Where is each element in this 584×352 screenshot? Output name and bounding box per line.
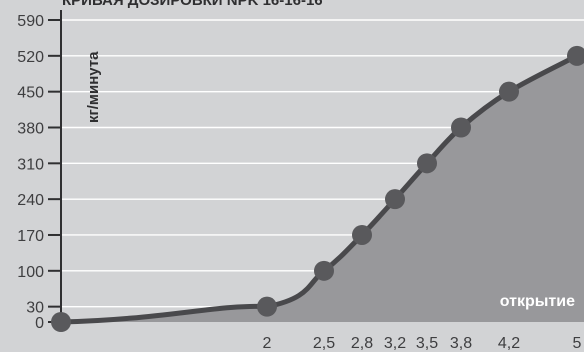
y-tick-label: 380: [17, 120, 44, 137]
x-tick-label: 4,2: [498, 335, 520, 352]
y-tick-label: 100: [17, 264, 44, 281]
data-point: [417, 153, 437, 174]
chart-title: КРИВАЯ ДОЗИРОВКИ NPK 16-16-16: [62, 0, 323, 9]
y-axis: 590 520 450 380 310 240 170 100 300: [17, 13, 61, 332]
x-axis: 2 2,5 2,8 3,2 3,5 3,8 4,2 5: [263, 335, 582, 352]
x-tick-label: 3,8: [450, 335, 472, 352]
data-points: [51, 45, 584, 332]
y-tick-label: 520: [17, 49, 44, 66]
y-tick-label: 590: [17, 13, 44, 30]
y-tick-label: 30: [26, 300, 44, 317]
data-point: [451, 117, 471, 138]
x-tick-label: 2: [263, 335, 272, 352]
data-point: [567, 45, 584, 66]
data-point: [385, 189, 405, 210]
data-point: [499, 81, 519, 102]
data-point: [51, 312, 71, 332]
x-tick-label: 2,5: [313, 335, 335, 352]
x-tick-label: 2,8: [351, 335, 373, 352]
area-fill: [61, 53, 584, 323]
x-tick-label: 5: [573, 335, 582, 352]
y-tick-label: 0: [35, 315, 44, 332]
x-axis-label: открытие: [500, 293, 575, 310]
y-axis-label: кг/минута: [85, 51, 102, 123]
y-tick-label: 310: [17, 156, 44, 173]
data-point: [257, 296, 277, 317]
x-tick-label: 3,5: [416, 335, 438, 352]
y-tick-label: 450: [17, 85, 44, 102]
data-point: [352, 224, 372, 245]
y-tick-label: 170: [17, 228, 44, 245]
y-tick-label: 240: [17, 192, 44, 209]
series-line: [58, 53, 580, 325]
data-point: [314, 260, 334, 281]
x-tick-label: 3,2: [384, 335, 406, 352]
